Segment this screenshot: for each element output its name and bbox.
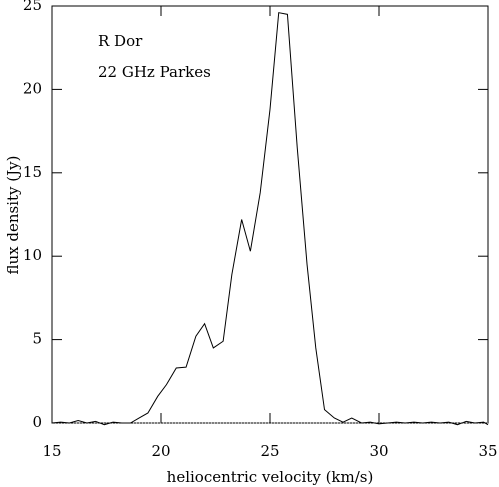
spectrum-line [51,12,489,426]
y-tick-label: 5 [32,330,42,348]
annotation: 22 GHz Parkes [98,63,211,81]
y-tick-label: 0 [32,413,42,431]
y-tick-label: 20 [23,79,42,97]
x-tick-label: 25 [260,442,279,460]
x-tick-label: 20 [151,442,170,460]
x-axis-label: heliocentric velocity (km/s) [167,468,374,486]
y-tick-label: 15 [23,163,42,181]
x-tick-label: 15 [42,442,61,460]
y-tick-label: 10 [23,246,42,264]
annotation: R Dor [98,32,143,50]
y-axis-label: flux density (Jy) [4,156,22,275]
y-tick-label: 25 [23,0,42,14]
x-tick-label: 35 [478,442,497,460]
x-tick-label: 30 [369,442,388,460]
